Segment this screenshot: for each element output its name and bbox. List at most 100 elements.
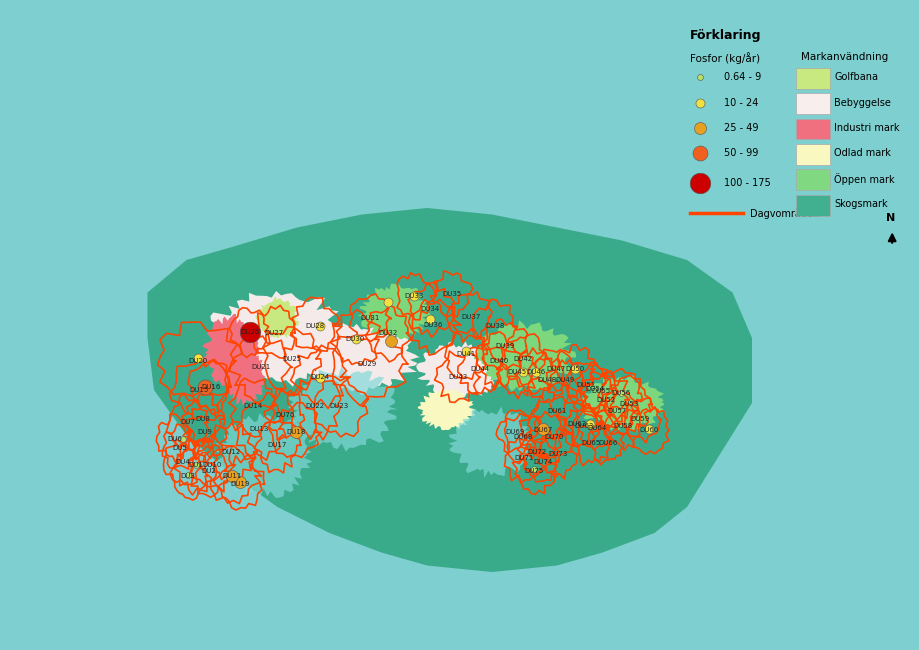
Polygon shape <box>202 314 260 388</box>
Text: DU72: DU72 <box>528 448 547 455</box>
Text: DU17: DU17 <box>267 442 287 448</box>
Text: DU71: DU71 <box>515 455 534 461</box>
Text: DU29: DU29 <box>357 361 377 367</box>
Point <box>312 321 327 332</box>
Text: DU41: DU41 <box>457 351 476 358</box>
Polygon shape <box>473 320 576 391</box>
Point <box>582 419 596 429</box>
Text: DU2: DU2 <box>202 468 217 474</box>
Text: DU13: DU13 <box>250 426 269 432</box>
Text: DU45: DU45 <box>507 369 527 375</box>
Text: 100 - 175: 100 - 175 <box>723 178 770 188</box>
Bar <box>796 144 830 165</box>
Polygon shape <box>208 291 351 387</box>
Text: DU6: DU6 <box>167 436 182 442</box>
Text: DU39: DU39 <box>495 343 515 349</box>
Text: DU64: DU64 <box>587 424 607 431</box>
Polygon shape <box>448 406 534 478</box>
Text: DU48: DU48 <box>538 377 557 384</box>
Text: DU34: DU34 <box>421 306 440 312</box>
Polygon shape <box>148 208 752 572</box>
Text: 50 - 99: 50 - 99 <box>723 148 758 159</box>
Point <box>191 352 206 363</box>
Point <box>516 367 530 377</box>
Text: Golfbana: Golfbana <box>834 72 879 82</box>
Text: 25 - 49: 25 - 49 <box>723 123 758 133</box>
Text: DU1: DU1 <box>188 462 204 468</box>
Text: DU24: DU24 <box>311 374 329 380</box>
Text: DU43: DU43 <box>448 374 468 380</box>
Text: DU56: DU56 <box>611 390 630 396</box>
Polygon shape <box>255 296 300 339</box>
Text: DU73: DU73 <box>549 450 568 457</box>
Text: DU9: DU9 <box>198 429 212 436</box>
Point <box>384 336 399 346</box>
Polygon shape <box>213 413 312 499</box>
Text: DU74: DU74 <box>533 458 552 465</box>
Text: DU58: DU58 <box>614 422 633 429</box>
Text: DU21: DU21 <box>252 364 271 370</box>
Bar <box>796 195 830 216</box>
Point <box>459 346 473 356</box>
Point <box>233 477 247 488</box>
Text: DU67: DU67 <box>533 427 552 434</box>
Polygon shape <box>417 389 476 430</box>
Point <box>180 469 195 480</box>
Text: DU66: DU66 <box>598 440 618 447</box>
Text: DU38: DU38 <box>485 323 505 330</box>
Polygon shape <box>286 367 398 452</box>
Text: DU7: DU7 <box>180 419 195 426</box>
Point <box>312 373 327 384</box>
Text: Fosfor (kg/år): Fosfor (kg/år) <box>690 52 760 64</box>
Text: DU28: DU28 <box>306 323 324 330</box>
Text: DU65: DU65 <box>581 440 600 447</box>
Text: DU25: DU25 <box>282 356 301 362</box>
Text: Industri mark: Industri mark <box>834 123 900 133</box>
Point <box>692 123 707 133</box>
Text: Skogsmark: Skogsmark <box>834 199 888 209</box>
Point <box>224 471 239 481</box>
Point <box>692 178 707 188</box>
Text: DU51: DU51 <box>576 382 596 388</box>
Text: DU5: DU5 <box>173 445 187 452</box>
Point <box>642 424 657 434</box>
Bar <box>796 94 830 114</box>
Text: DU22: DU22 <box>306 403 324 410</box>
Text: DU46: DU46 <box>527 369 546 375</box>
Point <box>613 388 628 398</box>
Text: Öppen mark: Öppen mark <box>834 173 895 185</box>
Text: DU23: DU23 <box>330 403 349 410</box>
Text: 0.64 - 9: 0.64 - 9 <box>723 72 761 82</box>
Bar <box>796 170 830 190</box>
Text: DU42: DU42 <box>514 356 533 362</box>
Text: DU76: DU76 <box>276 411 295 418</box>
Text: DU14: DU14 <box>244 403 263 410</box>
Text: DU57: DU57 <box>607 408 627 414</box>
Text: DU59: DU59 <box>630 416 650 422</box>
Text: DU40: DU40 <box>489 358 508 364</box>
Text: DU18: DU18 <box>286 429 305 436</box>
Text: DU53: DU53 <box>618 401 638 408</box>
Point <box>527 464 541 474</box>
Point <box>692 98 707 108</box>
Point <box>536 424 550 434</box>
Text: DU70: DU70 <box>544 434 563 440</box>
Text: Markanvändning: Markanvändning <box>800 52 888 62</box>
Text: Dagvområden: Dagvområden <box>750 207 820 219</box>
Polygon shape <box>357 284 431 339</box>
Text: DU75: DU75 <box>525 468 544 474</box>
Text: DU3: DU3 <box>180 473 195 479</box>
Point <box>348 334 363 345</box>
Point <box>692 72 707 83</box>
Text: DU33: DU33 <box>404 292 424 299</box>
Point <box>189 460 204 470</box>
Bar <box>796 119 830 140</box>
Text: DU61: DU61 <box>548 408 567 414</box>
Point <box>243 326 257 337</box>
Text: DU62: DU62 <box>567 421 586 427</box>
Text: DU54: DU54 <box>585 385 605 392</box>
Text: DU20: DU20 <box>188 358 208 364</box>
Point <box>176 434 190 444</box>
Polygon shape <box>416 341 500 399</box>
Text: DU31: DU31 <box>360 315 380 322</box>
